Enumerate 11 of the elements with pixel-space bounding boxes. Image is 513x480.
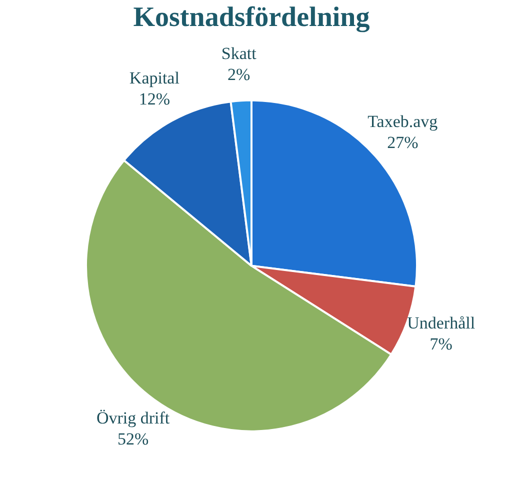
slice-label: Övrig drift (96, 408, 170, 428)
data-label: 12% (138, 90, 170, 109)
data-label: 27% (387, 133, 418, 152)
data-label: 7% (430, 334, 452, 354)
slice-label: Skatt (221, 44, 257, 64)
slice-label: Kapital (129, 68, 180, 88)
data-label: 52% (117, 429, 149, 448)
data-label: 2% (228, 65, 250, 84)
slice-label: Taxeb.avg (368, 112, 438, 132)
chart-title: Kostnadsfördelning (133, 2, 370, 34)
slice-label: Underhåll (407, 314, 476, 333)
